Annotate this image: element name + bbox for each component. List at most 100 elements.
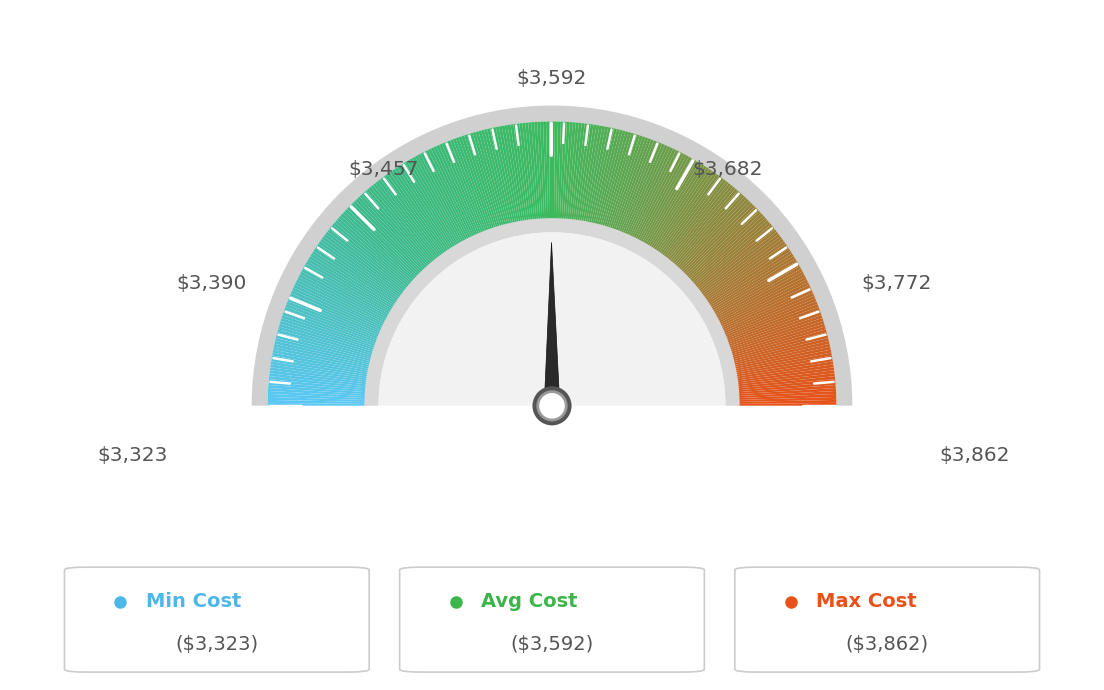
Wedge shape: [293, 288, 384, 331]
Wedge shape: [736, 391, 836, 398]
Wedge shape: [385, 174, 445, 256]
Wedge shape: [369, 187, 434, 265]
Wedge shape: [629, 147, 673, 239]
Wedge shape: [410, 158, 461, 246]
Wedge shape: [534, 122, 542, 221]
Wedge shape: [570, 123, 582, 222]
Wedge shape: [453, 138, 489, 233]
Wedge shape: [719, 285, 810, 329]
Wedge shape: [297, 277, 388, 324]
Wedge shape: [347, 207, 420, 278]
Wedge shape: [607, 135, 640, 230]
Wedge shape: [736, 385, 836, 394]
Wedge shape: [417, 154, 466, 243]
Wedge shape: [714, 269, 803, 319]
Wedge shape: [317, 244, 401, 302]
Wedge shape: [728, 318, 824, 351]
Wedge shape: [456, 137, 491, 232]
Wedge shape: [604, 132, 634, 229]
Wedge shape: [288, 298, 381, 338]
Wedge shape: [712, 264, 799, 315]
Wedge shape: [656, 170, 714, 254]
Wedge shape: [294, 285, 385, 329]
Wedge shape: [646, 161, 699, 248]
Wedge shape: [715, 271, 804, 320]
Wedge shape: [722, 293, 814, 334]
Wedge shape: [327, 229, 407, 293]
Wedge shape: [331, 224, 410, 290]
Text: $3,390: $3,390: [176, 274, 246, 293]
Wedge shape: [726, 310, 820, 345]
Wedge shape: [287, 301, 380, 339]
Wedge shape: [289, 295, 382, 336]
Wedge shape: [693, 222, 771, 288]
Wedge shape: [736, 376, 835, 388]
Wedge shape: [397, 166, 453, 251]
Wedge shape: [326, 232, 406, 294]
Wedge shape: [682, 205, 755, 277]
Wedge shape: [269, 367, 369, 383]
Wedge shape: [268, 385, 368, 394]
Wedge shape: [339, 215, 415, 284]
Wedge shape: [736, 382, 836, 393]
Wedge shape: [728, 315, 822, 348]
Wedge shape: [567, 123, 578, 221]
Wedge shape: [719, 282, 809, 327]
Wedge shape: [436, 145, 479, 237]
Wedge shape: [638, 154, 687, 243]
Wedge shape: [531, 122, 540, 221]
Wedge shape: [736, 394, 836, 400]
Wedge shape: [302, 266, 391, 317]
Wedge shape: [581, 125, 599, 224]
Polygon shape: [544, 242, 560, 406]
Wedge shape: [558, 121, 564, 221]
Wedge shape: [708, 253, 794, 308]
Wedge shape: [652, 168, 710, 252]
Wedge shape: [267, 397, 368, 402]
Wedge shape: [421, 152, 468, 242]
Wedge shape: [310, 253, 396, 308]
Wedge shape: [732, 344, 830, 367]
Wedge shape: [724, 304, 818, 342]
Wedge shape: [295, 282, 385, 327]
Wedge shape: [379, 233, 725, 406]
Wedge shape: [277, 333, 373, 360]
Wedge shape: [633, 150, 679, 240]
Wedge shape: [275, 341, 372, 366]
Wedge shape: [323, 234, 405, 295]
Wedge shape: [687, 211, 762, 281]
Wedge shape: [696, 227, 775, 291]
Wedge shape: [630, 148, 676, 239]
Wedge shape: [286, 304, 380, 342]
Circle shape: [538, 392, 566, 420]
Text: $3,457: $3,457: [348, 160, 418, 179]
FancyBboxPatch shape: [64, 567, 369, 672]
Wedge shape: [526, 123, 537, 221]
Wedge shape: [392, 169, 449, 253]
Wedge shape: [588, 127, 612, 225]
Wedge shape: [269, 371, 369, 384]
Wedge shape: [697, 229, 777, 293]
Wedge shape: [298, 274, 389, 322]
Wedge shape: [510, 124, 527, 223]
Wedge shape: [641, 157, 691, 245]
Wedge shape: [688, 213, 763, 282]
Wedge shape: [467, 134, 499, 230]
Wedge shape: [270, 364, 369, 381]
Wedge shape: [734, 355, 832, 375]
Wedge shape: [602, 132, 631, 228]
Wedge shape: [659, 174, 719, 256]
Wedge shape: [723, 298, 816, 338]
Wedge shape: [735, 371, 835, 384]
Wedge shape: [333, 222, 411, 288]
Wedge shape: [556, 121, 561, 221]
Wedge shape: [481, 130, 508, 227]
Wedge shape: [689, 215, 765, 284]
Wedge shape: [464, 135, 497, 230]
Wedge shape: [730, 329, 827, 358]
Wedge shape: [692, 220, 769, 286]
Wedge shape: [434, 146, 477, 238]
Wedge shape: [729, 324, 825, 354]
Wedge shape: [651, 166, 707, 251]
FancyBboxPatch shape: [735, 567, 1040, 672]
